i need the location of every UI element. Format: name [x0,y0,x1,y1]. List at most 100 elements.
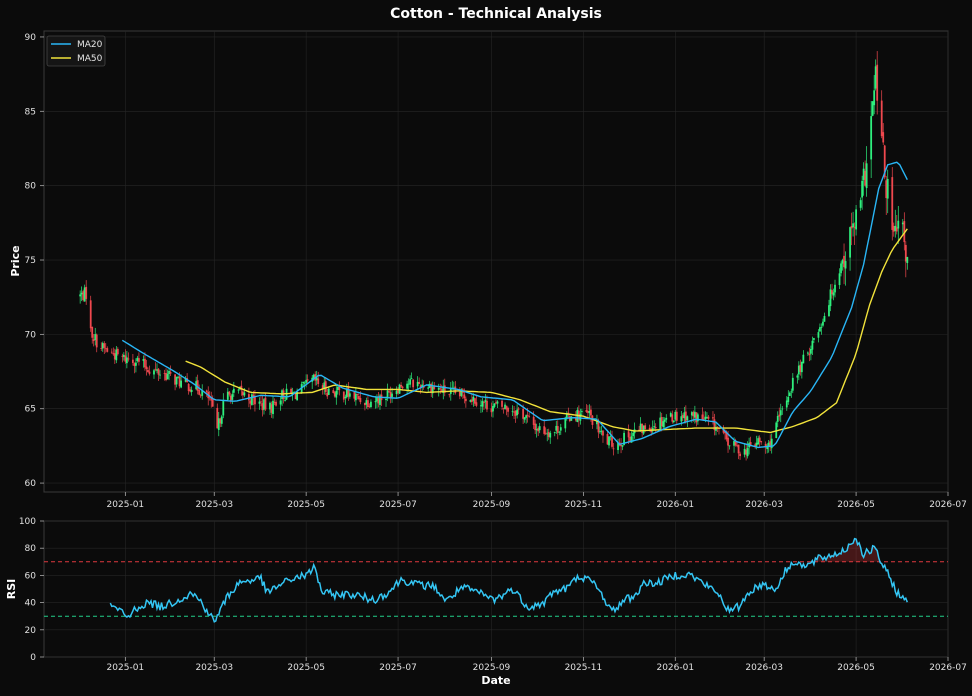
candle-body [460,389,463,396]
candle-body [437,387,440,390]
candle-body [701,414,704,420]
candle-body [849,227,851,258]
candle-body [367,400,369,407]
candle-body [294,393,297,400]
candle-body [338,386,341,391]
candle-body [347,387,350,397]
candle-body [834,284,836,293]
candle-body [136,357,139,362]
candle-body [832,292,835,296]
candle-body [665,417,668,420]
candle-body [713,419,716,431]
candle-body [838,273,841,286]
candle-body [442,386,445,393]
candle-body [627,431,630,438]
price-y-ticks: 60 65 70 75 80 85 90 [25,33,44,489]
candle-body [813,338,815,340]
candle-body [743,448,746,455]
candle-body [342,391,345,400]
candle-body [538,426,541,431]
candle-body [348,393,351,397]
candle-body [148,371,151,374]
candle-body [855,209,857,230]
candle-body [675,411,678,421]
candle-body [251,394,253,405]
candle-body [690,412,693,416]
candle-body [883,145,886,178]
candle-body [264,397,267,410]
candle-body [850,225,853,229]
candle-body [841,259,844,264]
candle-body [166,373,169,380]
candle-body [840,263,842,274]
candle-body [862,168,865,180]
candle-body [599,431,601,433]
candle-body [321,385,324,390]
candle-body [249,400,252,404]
candle-body [621,445,624,447]
candle-body [788,392,791,396]
candle-body [654,427,657,429]
candle-body [535,429,538,431]
rsi-x-tick-label: 2026-07 [929,663,967,673]
candle-body [644,425,647,429]
price-axis-label: Price [9,245,22,276]
candle-body [395,390,398,394]
candle-body [501,400,503,407]
candle-body [712,417,714,419]
candle-body [484,400,487,402]
candle-body [388,390,390,392]
candle-body [410,378,413,380]
candle-body [695,412,698,423]
candle-body [486,400,488,410]
price-x-tick-label: 2026-01 [656,500,694,510]
candle-body [427,387,430,389]
candle-body [770,438,773,449]
candle-body [522,408,525,419]
candle-body [639,423,642,432]
candle-body [892,225,895,232]
rsi-gridlines [44,520,949,658]
candle-body [104,348,107,350]
candle-body [94,334,97,340]
candle-body [903,221,906,243]
candle-body [122,354,125,357]
candle-body [853,226,856,228]
candle-body [121,355,124,357]
price-x-tick-label: 2025-09 [473,500,511,510]
candle-body [525,415,528,418]
candle-body [269,402,271,410]
candle-body [454,386,457,393]
candle-body [715,426,717,431]
candle-body [507,407,509,412]
price-gridlines [44,31,949,492]
candle-body [92,339,95,341]
candle-body [131,359,134,363]
candle-body [597,421,600,433]
price-y-tick-label: 70 [25,330,37,340]
ma20-line [121,161,908,449]
candle-body [585,410,588,412]
candle-body [365,400,368,405]
candle-body [416,381,419,387]
price-y-tick-label: 75 [25,256,36,266]
candle-body [737,444,740,454]
candle-body [802,354,805,364]
candle-body [124,355,127,362]
candle-body [722,429,725,433]
candle-body [725,432,728,440]
candle-body [492,405,494,412]
candle-body [609,436,612,437]
candle-body [156,369,158,371]
candle-body [806,352,809,354]
candle-body [220,416,223,424]
candle-body [240,385,243,390]
candle-body [817,332,820,338]
candle-body [681,415,684,418]
candle-body [147,369,149,373]
candle-body [210,398,213,401]
candle-body [222,399,225,416]
candle-body [226,391,229,400]
candle-body [85,286,88,299]
candle-body [579,413,582,421]
